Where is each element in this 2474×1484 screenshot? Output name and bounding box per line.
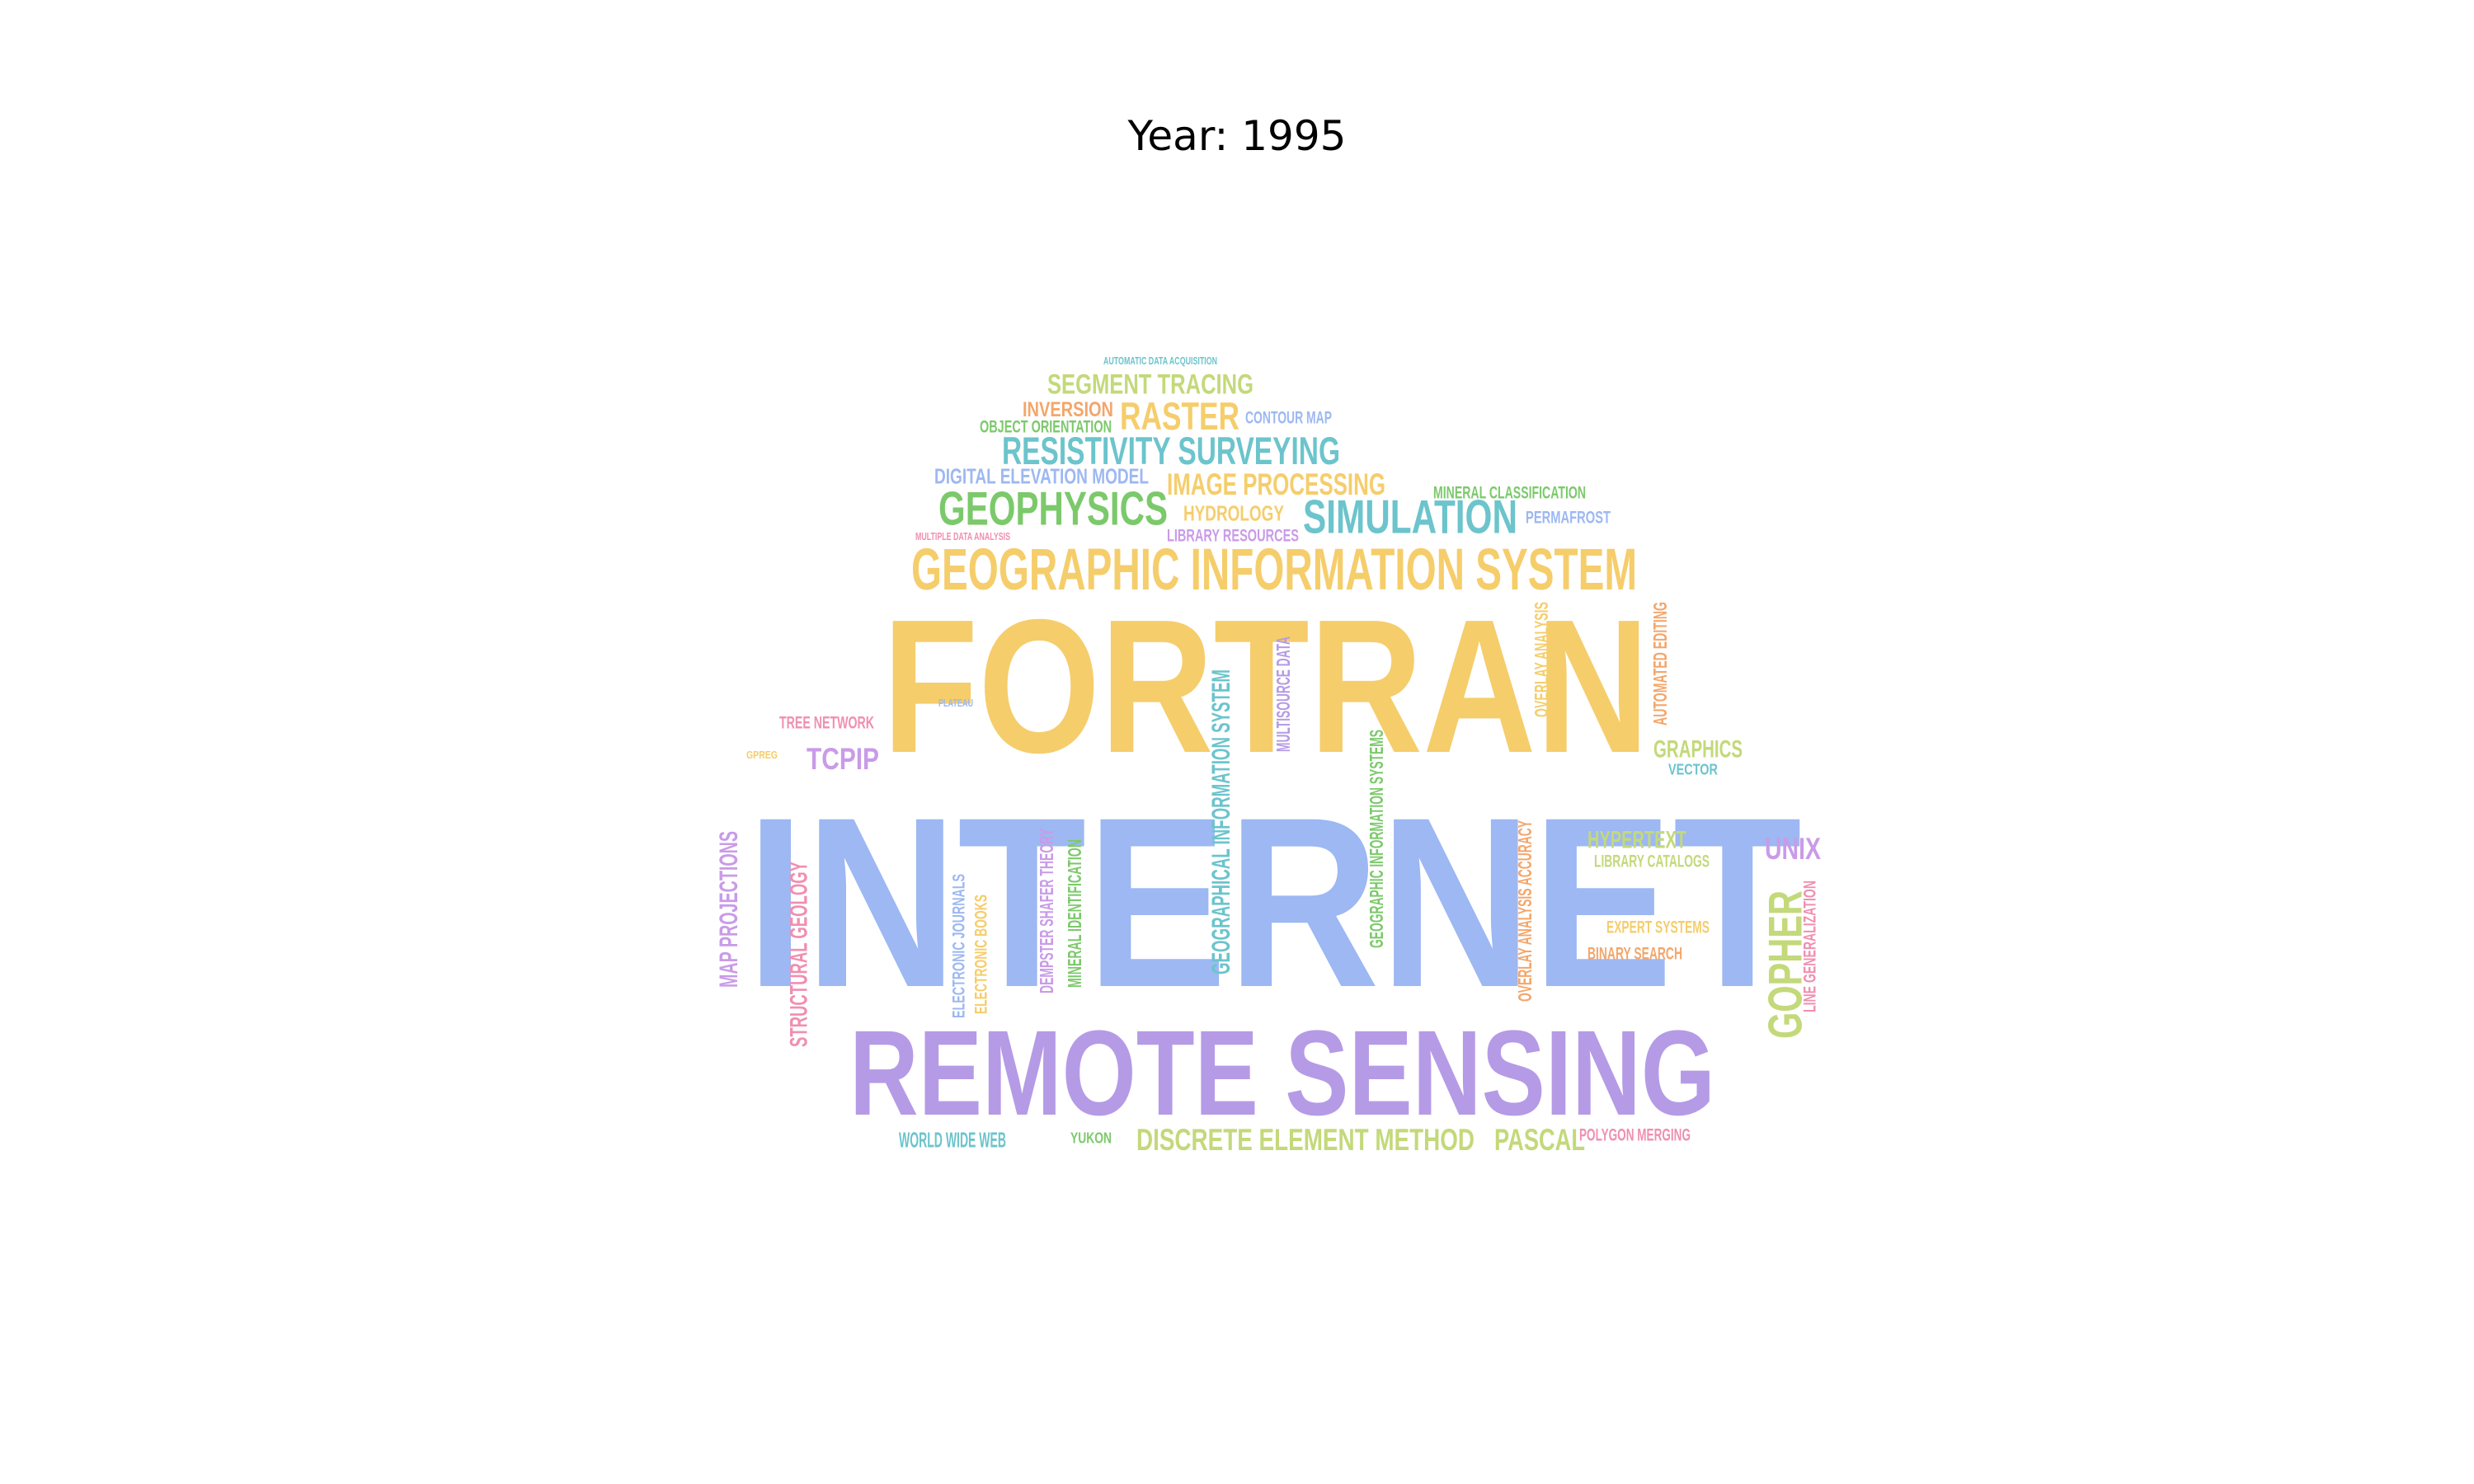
word-plateau: PLATEAU: [938, 697, 973, 709]
word-digital-elevation-model: DIGITAL ELEVATION MODEL: [934, 464, 1149, 489]
word-fortran: FORTRAN: [882, 580, 1649, 792]
word-tree-network: TREE NETWORK: [779, 714, 874, 733]
word-remote-sensing: REMOTE SENSING: [849, 1006, 1715, 1141]
word-permafrost: PERMAFROST: [1526, 509, 1611, 528]
word-simulation: SIMULATION: [1303, 491, 1517, 544]
word-geophysics: GEOPHYSICS: [938, 483, 1168, 536]
word-automatic-data-acquisition: AUTOMATIC DATA ACQUISITION: [1103, 355, 1217, 367]
word-gopher: GOPHER: [1760, 890, 1813, 1039]
word-library-resources: LIBRARY RESOURCES: [1167, 527, 1299, 546]
word-tcpip: TCPIP: [807, 742, 879, 776]
word-electronic-journals: ELECTRONIC JOURNALS: [950, 874, 969, 1018]
word-pascal: PASCAL: [1494, 1123, 1585, 1157]
word-yukon: YUKON: [1070, 1130, 1112, 1148]
word-overlay-analysis-accuracy: OVERLAY ANALYSIS ACCURACY: [1514, 820, 1536, 1002]
word-mineral-identification: MINERAL IDENTIFICATION: [1064, 839, 1085, 988]
word-hypertext: HYPERTEXT: [1587, 827, 1686, 854]
word-automated-editing: AUTOMATED EDITING: [1649, 602, 1671, 726]
word-hydrology: HYDROLOGY: [1183, 501, 1284, 526]
word-polygon-merging: POLYGON MERGING: [1579, 1126, 1691, 1145]
word-overlay-analysis: OVERLAY ANALYSIS: [1531, 602, 1552, 717]
word-dempster-shafer-theory: DEMPSTER SHAFER THEORY: [1036, 829, 1057, 993]
word-discrete-element-method: DISCRETE ELEMENT METHOD: [1136, 1123, 1475, 1157]
word-contour-map: CONTOUR MAP: [1245, 409, 1332, 428]
word-segment-tracing: SEGMENT TRACING: [1047, 369, 1253, 401]
word-geographic-information-systems: GEOGRAPHIC INFORMATION SYSTEMS: [1366, 730, 1387, 948]
word-multisource-data: MULTISOURCE DATA: [1272, 636, 1294, 752]
word-library-catalogs: LIBRARY CATALOGS: [1594, 852, 1710, 871]
page-title: Year: 1995: [1127, 112, 1347, 160]
word-inversion: INVERSION: [1023, 398, 1113, 421]
word-line-generalization: LINE GENERALIZATION: [1801, 881, 1820, 1012]
word-internet: INTERNET: [746, 768, 1802, 1038]
word-electronic-books: ELECTRONIC BOOKS: [972, 895, 991, 1014]
word-unix: UNIX: [1765, 832, 1821, 866]
word-mineral-classification: MINERAL CLASSIFICATION: [1433, 484, 1586, 503]
word-structural-geology: STRUCTURAL GEOLOGY: [786, 862, 813, 1047]
word-expert-systems: EXPERT SYSTEMS: [1606, 918, 1710, 937]
word-object-orientation: OBJECT ORIENTATION: [980, 418, 1112, 437]
word-binary-search: BINARY SEARCH: [1587, 945, 1682, 964]
word-world-wide-web: WORLD WIDE WEB: [899, 1128, 1006, 1153]
word-geographical-information-system: GEOGRAPHICAL INFORMATION SYSTEM: [1206, 669, 1235, 974]
word-resistivity-surveying: RESISTIVITY SURVEYING: [1002, 430, 1340, 473]
word-image-processing: IMAGE PROCESSING: [1167, 467, 1385, 501]
word-vector: VECTOR: [1668, 762, 1718, 779]
word-map-projections: MAP PROJECTIONS: [713, 831, 743, 988]
word-graphics: GRAPHICS: [1653, 736, 1743, 763]
word-multiple-data-analysis: MULTIPLE DATA ANALYSIS: [915, 531, 1010, 542]
word-geographic-information-system: GEOGRAPHIC INFORMATION SYSTEM: [911, 537, 1637, 603]
word-raster: RASTER: [1120, 395, 1239, 439]
word-gpreg: GPREG: [746, 749, 778, 761]
